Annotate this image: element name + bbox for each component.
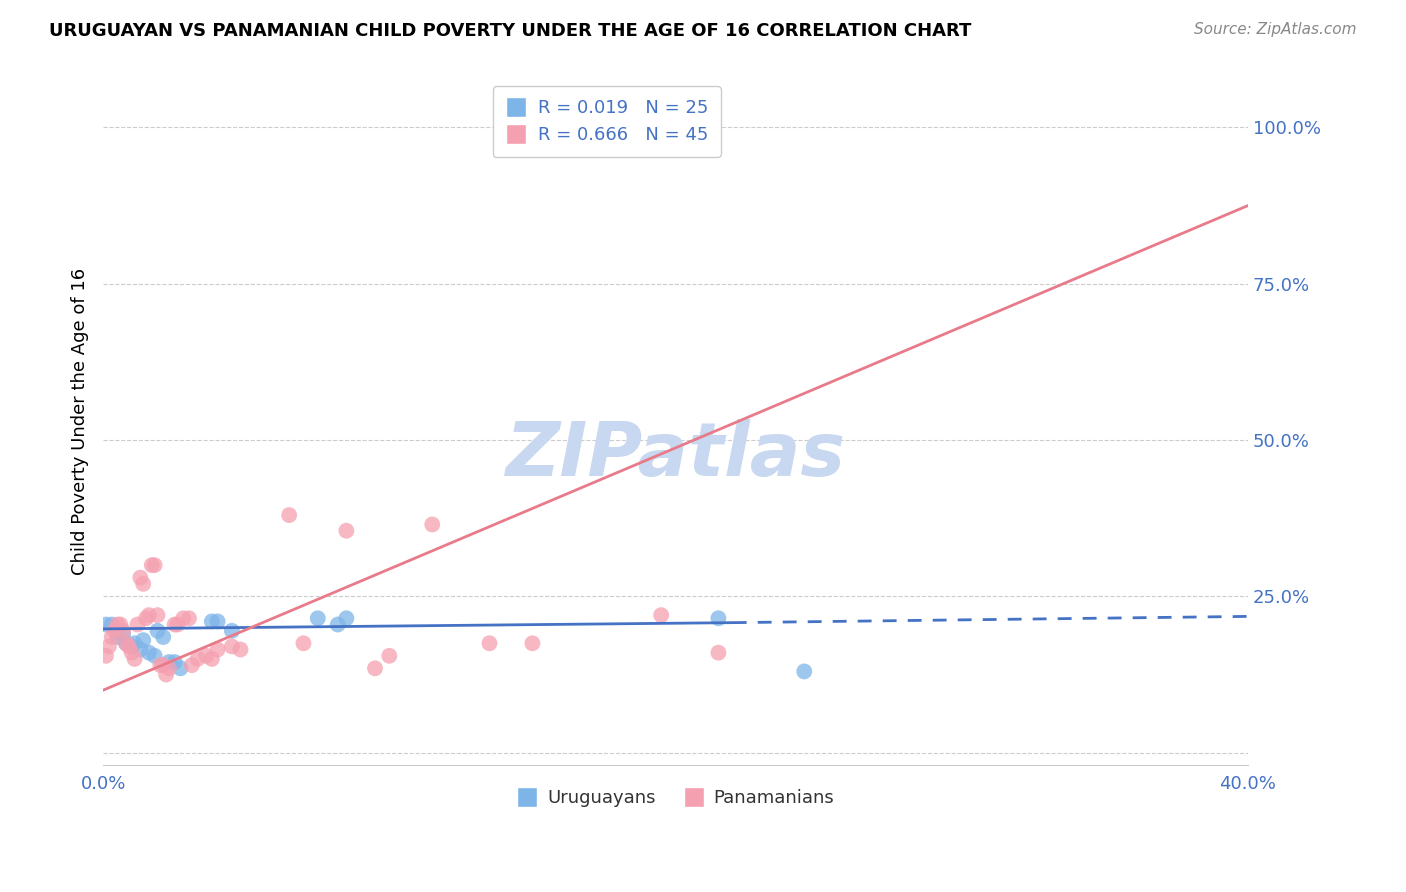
Point: [112, 627, 135, 641]
Point: [121, 640, 143, 654]
Point: [97, 640, 120, 654]
Text: Source: ZipAtlas.com: Source: ZipAtlas.com: [1194, 22, 1357, 37]
Point: [129, 642, 152, 657]
Point: [278, 508, 301, 522]
Point: [292, 636, 315, 650]
Point: [221, 624, 243, 638]
Point: [478, 636, 501, 650]
Point: [707, 646, 730, 660]
Point: [146, 624, 169, 638]
Point: [307, 611, 329, 625]
Point: [103, 624, 125, 638]
Point: [143, 648, 166, 663]
Point: [132, 577, 155, 591]
Point: [146, 608, 169, 623]
Point: [195, 648, 218, 663]
Point: [94, 617, 117, 632]
Legend: Uruguayans, Panamanians: Uruguayans, Panamanians: [509, 782, 842, 814]
Point: [793, 665, 815, 679]
Point: [107, 630, 129, 644]
Point: [149, 658, 172, 673]
Point: [166, 617, 188, 632]
Point: [132, 633, 155, 648]
Point: [110, 617, 132, 632]
Point: [707, 611, 730, 625]
Point: [169, 661, 191, 675]
Point: [100, 630, 122, 644]
Y-axis label: Child Poverty Under the Age of 16: Child Poverty Under the Age of 16: [72, 268, 89, 574]
Point: [127, 617, 149, 632]
Point: [141, 558, 163, 573]
Point: [135, 611, 157, 625]
Point: [157, 655, 180, 669]
Point: [201, 615, 224, 629]
Point: [94, 648, 117, 663]
Point: [177, 611, 200, 625]
Point: [335, 611, 357, 625]
Point: [124, 636, 146, 650]
Point: [129, 571, 152, 585]
Point: [201, 652, 224, 666]
Point: [335, 524, 357, 538]
Point: [420, 517, 443, 532]
Point: [112, 624, 135, 638]
Point: [207, 642, 229, 657]
Point: [163, 655, 186, 669]
Point: [522, 636, 544, 650]
Point: [180, 658, 202, 673]
Point: [118, 640, 141, 654]
Point: [115, 636, 138, 650]
Point: [152, 630, 174, 644]
Point: [326, 617, 349, 632]
Point: [138, 646, 160, 660]
Point: [221, 640, 243, 654]
Point: [107, 617, 129, 632]
Point: [207, 615, 229, 629]
Point: [163, 617, 186, 632]
Point: [229, 642, 252, 657]
Point: [155, 667, 177, 681]
Point: [100, 617, 122, 632]
Point: [650, 608, 672, 623]
Point: [378, 648, 401, 663]
Text: ZIPatlas: ZIPatlas: [506, 419, 845, 492]
Point: [124, 652, 146, 666]
Point: [121, 646, 143, 660]
Point: [187, 652, 209, 666]
Point: [143, 558, 166, 573]
Text: URUGUAYAN VS PANAMANIAN CHILD POVERTY UNDER THE AGE OF 16 CORRELATION CHART: URUGUAYAN VS PANAMANIAN CHILD POVERTY UN…: [49, 22, 972, 40]
Point: [172, 611, 194, 625]
Point: [115, 636, 138, 650]
Point: [364, 661, 387, 675]
Point: [138, 608, 160, 623]
Point: [157, 661, 180, 675]
Point: [152, 658, 174, 673]
